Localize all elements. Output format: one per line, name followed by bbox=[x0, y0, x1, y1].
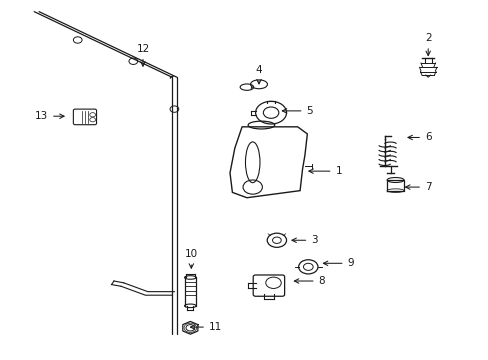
Text: 4: 4 bbox=[255, 65, 262, 84]
Text: 5: 5 bbox=[282, 106, 312, 116]
Text: 2: 2 bbox=[424, 33, 430, 55]
Text: 12: 12 bbox=[136, 44, 149, 66]
Text: 10: 10 bbox=[184, 249, 198, 268]
Text: 6: 6 bbox=[407, 132, 430, 143]
Text: 7: 7 bbox=[405, 182, 430, 192]
Text: 13: 13 bbox=[35, 111, 64, 121]
Text: 3: 3 bbox=[291, 235, 317, 245]
Text: 9: 9 bbox=[323, 258, 353, 268]
Text: 8: 8 bbox=[294, 276, 325, 286]
Text: 11: 11 bbox=[190, 322, 222, 332]
Text: 1: 1 bbox=[308, 166, 342, 176]
